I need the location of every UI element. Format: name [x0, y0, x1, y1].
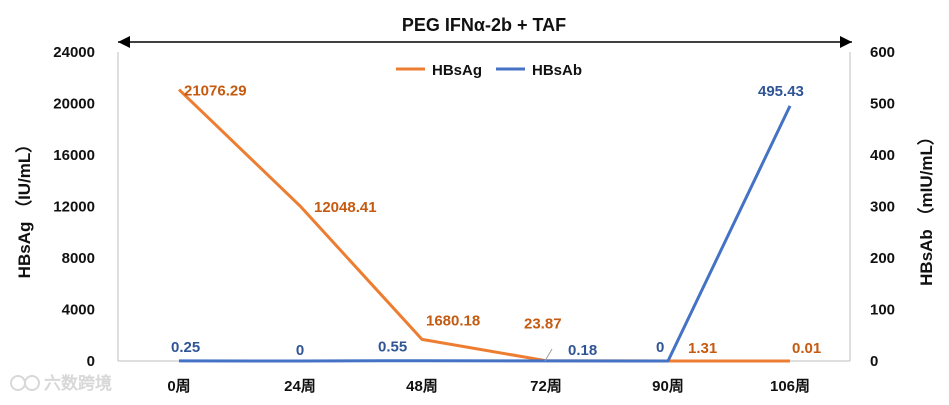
data-label-hbsag-2: 1680.18: [426, 312, 480, 329]
left-y-tick-2: 8000: [62, 250, 95, 267]
data-label-hbsag-3: 23.87: [524, 316, 562, 333]
watermark: 六数跨境: [10, 373, 112, 393]
watermark-text: 六数跨境: [44, 373, 112, 393]
right-y-tick-3: 300: [870, 199, 895, 216]
legend-label-hbsab: HBsAb: [532, 62, 582, 79]
data-label-hbsab-4: 0: [656, 339, 664, 356]
x-tick-3: 72周: [530, 378, 562, 395]
data-label-hbsag-0: 21076.29: [184, 83, 247, 100]
axis-break-mark: [544, 348, 553, 362]
data-label-hbsab-0: 0.25: [171, 339, 200, 356]
right-y-tick-4: 400: [870, 147, 895, 164]
series-line-hbsag: [177, 88, 790, 363]
left-y-tick-6: 24000: [53, 44, 95, 61]
right-y-axis-title: HBsAb （mIU/mL）: [916, 128, 936, 286]
right-y-tick-5: 500: [870, 96, 895, 113]
chart-title: PEG IFNα-2b + TAF: [402, 15, 566, 35]
x-tick-0: 0周: [167, 378, 190, 395]
x-tick-4: 90周: [652, 378, 684, 395]
data-label-hbsab-3: 0.18: [568, 342, 597, 359]
right-y-tick-6: 600: [870, 44, 895, 61]
left-y-tick-labels: 0 4000 8000 12000 16000 20000 24000: [53, 44, 95, 370]
right-y-tick-1: 100: [870, 302, 895, 319]
left-y-tick-0: 0: [87, 353, 95, 370]
legend: HBsAg HBsAb: [396, 62, 582, 79]
data-labels: 21076.29 12048.41 1680.18 23.87 1.31 0.01 0.25…: [171, 83, 821, 359]
x-tick-1: 24周: [284, 378, 316, 395]
x-tick-5: 106周: [770, 378, 810, 395]
data-label-hbsab-2: 0.55: [378, 339, 407, 356]
watermark-logo-icon-2: [24, 375, 40, 391]
right-y-tick-2: 200: [870, 250, 895, 267]
left-y-tick-3: 12000: [53, 199, 95, 216]
right-y-tick-0: 0: [870, 353, 878, 370]
data-label-hbsag-1: 12048.41: [314, 199, 377, 216]
left-y-axis-title: HBsAg （IU/mL）: [14, 136, 34, 279]
series-line-hbsab: [178, 105, 792, 363]
data-label-hbsab-1: 0: [296, 342, 304, 359]
data-label-hbsab-5: 495.43: [758, 83, 804, 100]
data-label-hbsag-5: 0.01: [792, 340, 821, 357]
x-tick-2: 48周: [406, 378, 438, 395]
series-layer: [177, 88, 792, 363]
data-label-hbsag-4: 1.31: [688, 340, 717, 357]
x-tick-labels: 0周 24周 48周 72周 90周 106周: [167, 378, 810, 395]
left-y-tick-1: 4000: [62, 302, 95, 319]
legend-label-hbsag: HBsAg: [432, 62, 482, 79]
right-y-tick-labels: 0 100 200 300 400 500 600: [870, 44, 895, 370]
left-y-tick-5: 20000: [53, 96, 95, 113]
watermark-logo-icon: [10, 375, 26, 391]
left-y-tick-4: 16000: [53, 147, 95, 164]
